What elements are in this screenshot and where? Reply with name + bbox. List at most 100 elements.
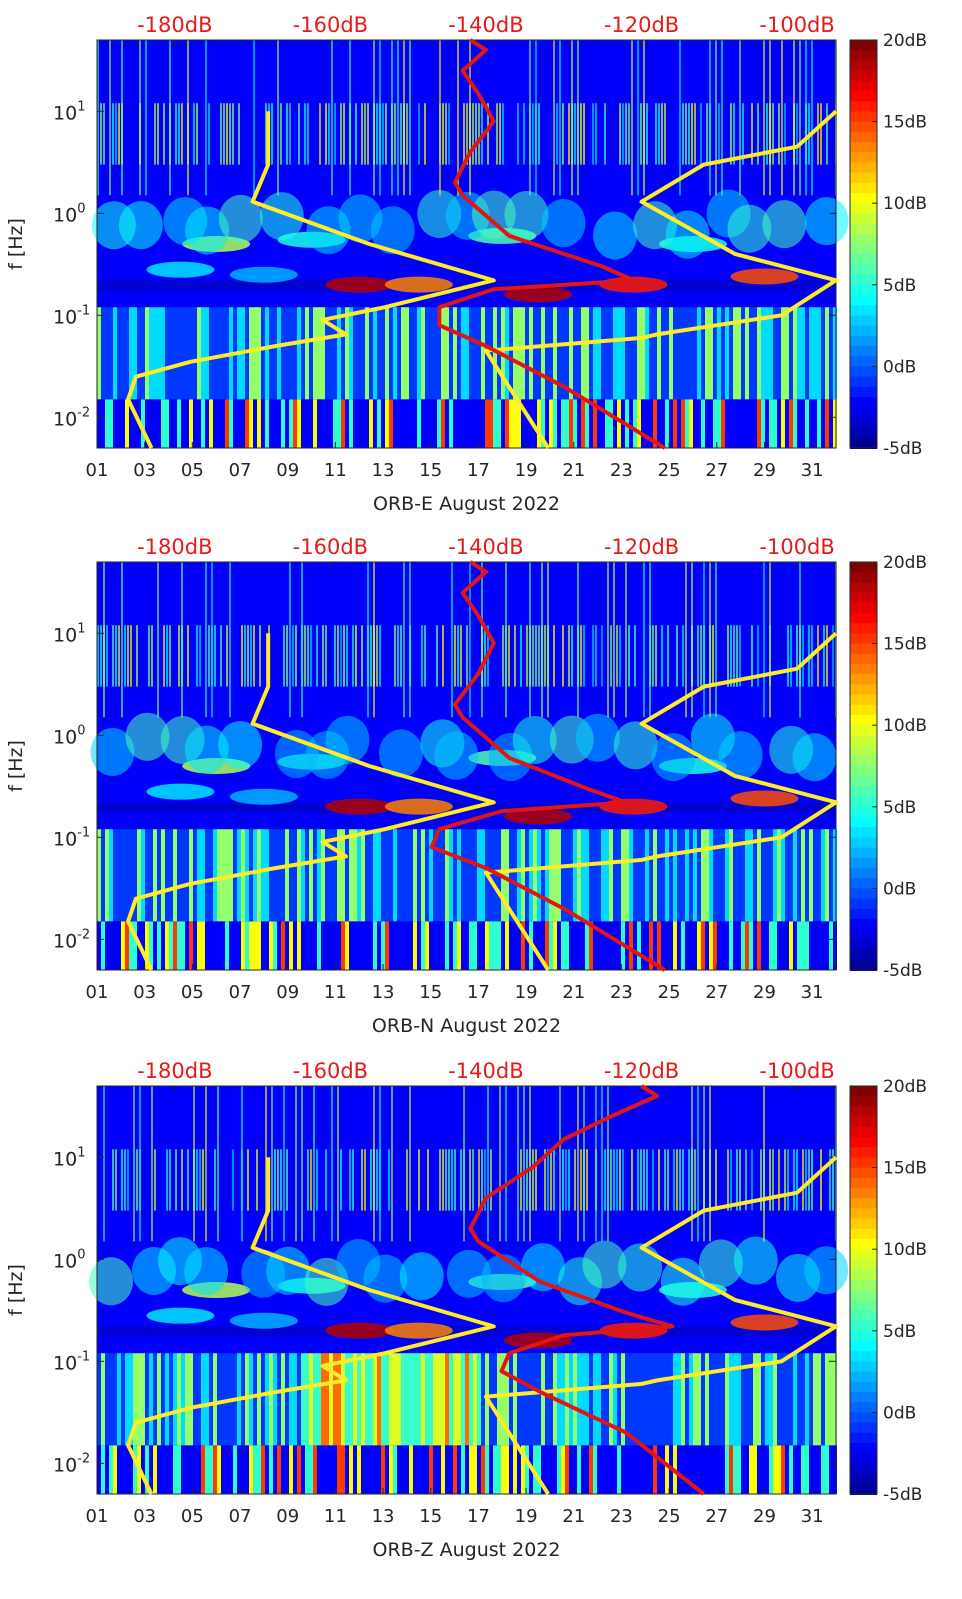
colorbar-cell xyxy=(850,203,877,215)
heatmap-cell xyxy=(417,399,421,448)
heatmap-blob xyxy=(399,1252,444,1301)
heatmap-cell xyxy=(187,1149,189,1211)
heatmap-cell xyxy=(393,829,397,922)
colorbar-cell xyxy=(850,582,877,594)
heatmap-cell xyxy=(313,1086,315,1242)
heatmap-cell xyxy=(469,307,473,400)
heatmap-cell xyxy=(477,399,481,448)
heatmap-cell xyxy=(217,1086,219,1242)
heatmap-cell xyxy=(826,103,828,165)
heatmap-cell xyxy=(369,829,373,922)
heatmap-cell xyxy=(577,40,579,196)
heatmap-cell xyxy=(461,829,465,922)
heatmap-cell xyxy=(797,307,801,400)
heatmap-cell xyxy=(145,307,149,400)
heatmap-cell xyxy=(309,399,313,448)
heatmap-cell xyxy=(665,1445,669,1494)
heatmap-cell xyxy=(679,40,681,196)
heatmap-cell xyxy=(633,399,637,448)
heatmap-cell xyxy=(413,1445,417,1494)
heatmap-cell xyxy=(409,40,411,196)
heatmap-cell xyxy=(737,1445,741,1494)
heatmap-cell xyxy=(317,399,321,448)
heatmap-cell xyxy=(561,829,565,922)
heatmap-cell xyxy=(789,921,793,970)
heatmap-cell xyxy=(597,1445,601,1494)
heatmap-cell xyxy=(133,307,137,400)
heatmap-cell xyxy=(257,1353,261,1446)
heatmap-cell xyxy=(413,829,417,922)
heatmap-cell xyxy=(665,399,669,448)
heatmap-blob xyxy=(229,1312,298,1329)
heatmap-cell xyxy=(189,921,193,970)
heatmap-blob xyxy=(184,1247,229,1296)
heatmap-cell xyxy=(217,829,221,922)
heatmap-cell xyxy=(801,829,805,922)
heatmap-cell xyxy=(585,921,589,970)
heatmap-cell xyxy=(781,1353,785,1446)
heatmap-cell xyxy=(173,1445,177,1494)
heatmap-cell xyxy=(657,1353,661,1446)
heatmap-cell xyxy=(237,921,241,970)
heatmap-cell xyxy=(821,829,825,922)
heatmap-cell xyxy=(533,307,537,400)
heatmap-cell xyxy=(641,1445,645,1494)
x-tick-label: 01 xyxy=(86,1506,109,1527)
heatmap-cell xyxy=(601,399,605,448)
heatmap-cell xyxy=(593,399,597,448)
heatmap-cell xyxy=(693,921,697,970)
heatmap-cell xyxy=(833,307,837,400)
heatmap-cell xyxy=(529,307,533,400)
heatmap-cell xyxy=(321,921,325,970)
heatmap-cell xyxy=(437,921,441,970)
x-tick-label: 19 xyxy=(515,460,538,481)
heatmap-cell xyxy=(802,625,804,687)
colorbar-cell xyxy=(850,796,877,808)
heatmap-cell xyxy=(501,921,505,970)
heatmap-cell xyxy=(526,1149,528,1211)
heatmap-cell xyxy=(741,307,745,400)
colorbar-cell xyxy=(850,417,877,429)
heatmap-cell xyxy=(112,625,114,687)
colorbar-cell xyxy=(850,80,877,92)
heatmap-cell xyxy=(349,1353,353,1446)
heatmap-cell xyxy=(133,829,137,922)
heatmap-cell xyxy=(653,829,657,922)
heatmap-cell xyxy=(309,829,313,922)
heatmap-cell xyxy=(505,1445,509,1494)
heatmap-cell xyxy=(574,103,576,165)
heatmap-cell xyxy=(281,1353,285,1446)
heatmap-cell xyxy=(453,829,457,922)
colorbar-cell xyxy=(850,182,877,194)
heatmap-cell xyxy=(329,1445,333,1494)
heatmap-cell xyxy=(790,625,792,687)
heatmap-cell xyxy=(389,1445,393,1494)
heatmap-cell xyxy=(285,921,289,970)
heatmap-cell xyxy=(273,1353,277,1446)
heatmap-cell xyxy=(177,829,181,922)
heatmap-cell xyxy=(241,1445,245,1494)
heatmap-cell xyxy=(493,307,497,400)
heatmap-cell xyxy=(427,1149,429,1211)
colorbar-label: -5dB xyxy=(883,961,922,981)
colorbar-label: 10dB xyxy=(883,716,927,736)
heatmap-cell xyxy=(701,1353,705,1446)
heatmap-cell xyxy=(773,399,777,448)
heatmap-cell xyxy=(778,1149,780,1211)
heatmap-cell xyxy=(745,1149,747,1211)
heatmap-cell xyxy=(739,40,741,196)
heatmap-cell xyxy=(453,1445,457,1494)
heatmap-cell xyxy=(547,562,549,718)
heatmap-cell xyxy=(820,1149,822,1211)
heatmap-cell xyxy=(581,1445,585,1494)
heatmap-cell xyxy=(709,399,713,448)
heatmap-cell xyxy=(106,625,108,687)
top-db-label: -100dB xyxy=(759,13,834,37)
heatmap-cell xyxy=(520,1149,522,1211)
colorbar-cell xyxy=(850,70,877,82)
heatmap-cell xyxy=(765,829,769,922)
colorbar-cell xyxy=(850,878,877,890)
heatmap-cell xyxy=(833,1445,837,1494)
heatmap-cell xyxy=(761,829,765,922)
